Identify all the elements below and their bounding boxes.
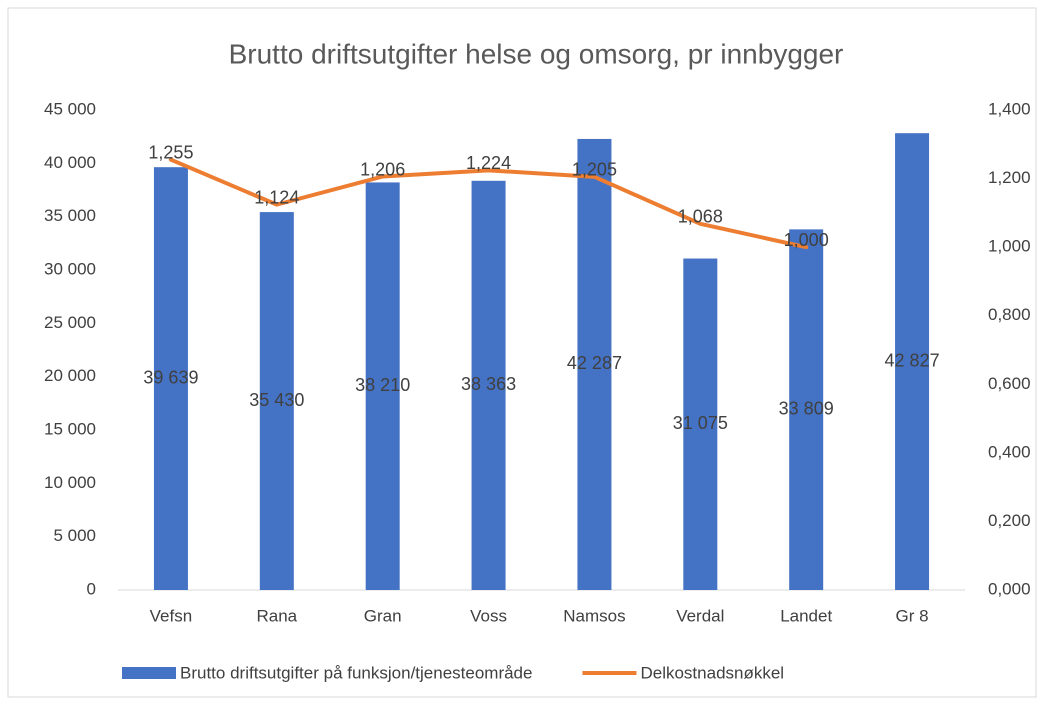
data-label: 42 827 — [885, 350, 940, 370]
data-label: 38 363 — [461, 374, 516, 394]
y2-tick-label: 0,600 — [988, 374, 1031, 393]
y-tick-label: 25 000 — [44, 313, 96, 332]
x-tick-label: Gr 8 — [896, 606, 929, 625]
y-tick-label: 15 000 — [44, 419, 96, 438]
data-label: 35 430 — [249, 390, 304, 410]
data-label: 31 075 — [673, 413, 728, 433]
bar — [577, 138, 612, 590]
bar — [365, 182, 400, 590]
y2-tick-label: 0,200 — [988, 511, 1031, 530]
bar — [471, 180, 506, 590]
y2-tick-label: 1,200 — [988, 168, 1031, 187]
data-label: 39 639 — [143, 367, 198, 387]
y-tick-label: 0 — [87, 579, 96, 598]
x-tick-label: Rana — [256, 606, 297, 625]
data-label: 1,255 — [148, 142, 193, 162]
data-label: 33 809 — [779, 398, 834, 418]
y2-tick-label: 0,400 — [988, 442, 1031, 461]
y2-tick-label: 1,400 — [988, 99, 1031, 118]
bar — [259, 212, 294, 590]
bar — [895, 133, 930, 591]
x-tick-label: Landet — [780, 606, 832, 625]
y-tick-label: 10 000 — [44, 473, 96, 492]
y-tick-label: 35 000 — [44, 206, 96, 225]
x-tick-label: Gran — [364, 606, 402, 625]
y2-tick-label: 0,800 — [988, 305, 1031, 324]
y2-tick-label: 0,000 — [988, 579, 1031, 598]
line — [168, 157, 809, 250]
bar — [789, 229, 824, 590]
data-label: 1,068 — [678, 207, 723, 227]
bar — [683, 258, 718, 590]
y-tick-label: 20 000 — [44, 366, 96, 385]
y-tick-label: 5 000 — [53, 526, 96, 545]
y-tick-label: 45 000 — [44, 99, 96, 118]
legend-label: Delkostnadsnøkkel — [640, 663, 784, 682]
y-tick-label: 40 000 — [44, 153, 96, 172]
data-label: 38 210 — [355, 375, 410, 395]
data-label: 1,000 — [784, 230, 829, 250]
x-tick-label: Voss — [470, 606, 507, 625]
bar — [153, 167, 188, 590]
data-label: 1,124 — [254, 187, 299, 207]
y-tick-label: 30 000 — [44, 259, 96, 278]
x-tick-label: Namsos — [563, 606, 625, 625]
data-label: 1,206 — [360, 159, 405, 179]
chart-title: Brutto driftsutgifter helse og omsorg, p… — [229, 38, 844, 69]
data-label: 1,224 — [466, 153, 511, 173]
x-tick-label: Verdal — [676, 606, 724, 625]
legend-label: Brutto driftsutgifter på funksjon/tjenes… — [180, 663, 532, 682]
legend-swatch — [122, 667, 176, 679]
data-label: 42 287 — [567, 353, 622, 373]
data-label: 1,205 — [572, 160, 617, 180]
x-tick-label: Vefsn — [150, 606, 193, 625]
y2-tick-label: 1,000 — [988, 237, 1031, 256]
